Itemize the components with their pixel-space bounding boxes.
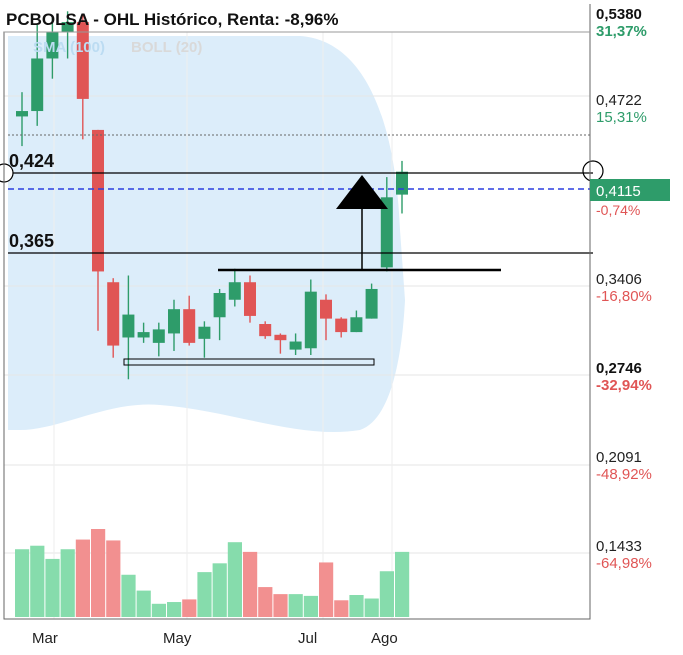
- y-tick-price-1: 0,4722: [596, 92, 642, 109]
- legend-boll: BOLL (20): [131, 39, 202, 56]
- candle-body: [92, 129, 104, 272]
- volume-bar: [379, 571, 394, 617]
- x-tick-label: Jul: [298, 630, 317, 647]
- y-tick-price-5: 0,1433: [596, 538, 642, 555]
- y-tick-pct-3: -32,94%: [596, 377, 652, 394]
- volume-bar: [288, 594, 303, 617]
- volume-bar: [182, 599, 197, 617]
- current-price-value: 0,4115: [596, 183, 641, 200]
- volume-bar: [349, 595, 364, 617]
- volume-bar: [167, 602, 182, 617]
- volume-bar: [227, 542, 242, 617]
- x-axis-labels: Mar May Jul Ago: [32, 630, 398, 647]
- candle-body: [244, 282, 256, 316]
- candle-body: [289, 341, 302, 350]
- y-tick-pct-1: 15,31%: [596, 109, 647, 126]
- current-price-badge: [590, 179, 670, 201]
- candle-body: [380, 197, 393, 268]
- candle-body: [31, 58, 44, 112]
- volume-bar: [319, 562, 334, 617]
- chart-title: PCBOLSA - OHL Histórico, Renta: -8,96%: [6, 10, 339, 29]
- volume-bar: [91, 529, 106, 617]
- volume-bar: [395, 551, 410, 617]
- candles: [16, 11, 408, 380]
- volume-bar: [136, 590, 151, 617]
- candle-body: [76, 22, 89, 99]
- candle-body: [122, 314, 135, 338]
- candle-body: [365, 288, 378, 319]
- candle-body: [183, 309, 196, 343]
- candle-body: [107, 282, 120, 346]
- candle-body: [350, 317, 363, 333]
- volume-bar: [334, 600, 349, 617]
- candle-body: [213, 293, 226, 318]
- candle-body: [304, 291, 317, 349]
- candle-body: [16, 111, 28, 117]
- volume-bar: [45, 558, 60, 617]
- level-label-lower: 0,365: [9, 231, 54, 251]
- volume-bar: [121, 574, 136, 617]
- volume-bar: [106, 540, 121, 617]
- y-tick-price-3: 0,2746: [596, 360, 642, 377]
- candle-body: [274, 334, 287, 341]
- volume-bar: [30, 545, 45, 617]
- volume-bar: [243, 551, 258, 617]
- candle-body: [259, 324, 272, 337]
- volume-bar: [273, 594, 288, 617]
- y-tick-pct-5: -64,98%: [596, 555, 652, 572]
- y-axis-labels: 0,5380 31,37% 0,4722 15,31% 0,3406 -16,8…: [596, 6, 652, 572]
- volume-bar: [303, 595, 318, 617]
- current-price-pct: -0,74%: [596, 202, 640, 218]
- y-tick-pct-0: 31,37%: [596, 23, 647, 40]
- volume-bar: [212, 563, 227, 617]
- candle-body: [137, 332, 150, 338]
- range-box: [123, 358, 375, 366]
- bollinger-fill: [8, 36, 405, 433]
- level-label-upper: 0,424: [9, 151, 54, 171]
- level-handle-right[interactable]: [582, 160, 604, 182]
- candle-body: [61, 22, 74, 32]
- candle-body: [320, 299, 332, 319]
- y-tick-price-0: 0,5380: [596, 6, 642, 23]
- y-tick-price-4: 0,2091: [596, 449, 642, 466]
- y-tick-price-2: 0,3406: [596, 271, 642, 288]
- candle-body: [335, 318, 348, 333]
- x-tick-label: Mar: [32, 630, 58, 647]
- volume-bar: [151, 603, 166, 617]
- candle-body: [152, 329, 165, 343]
- volume-bar: [197, 572, 212, 617]
- y-tick-pct-4: -48,92%: [596, 466, 652, 483]
- volume-bar: [258, 587, 273, 617]
- candle-body: [228, 282, 241, 300]
- legend-sma: SMA (100): [33, 39, 105, 56]
- candle-body: [46, 31, 59, 59]
- x-tick-label: May: [163, 630, 192, 647]
- volume-bar: [75, 539, 90, 617]
- x-tick-label: Ago: [371, 630, 398, 647]
- y-tick-pct-2: -16,80%: [596, 288, 652, 305]
- candle-body: [198, 326, 211, 339]
- volume-bar: [60, 549, 75, 617]
- arrow-head: [336, 175, 388, 209]
- candle-body: [168, 309, 180, 334]
- bollinger-band: [8, 36, 405, 433]
- candle-body: [396, 171, 408, 195]
- volume-bar: [364, 598, 379, 617]
- volume-bar: [15, 549, 30, 617]
- volume-bars: [15, 529, 410, 617]
